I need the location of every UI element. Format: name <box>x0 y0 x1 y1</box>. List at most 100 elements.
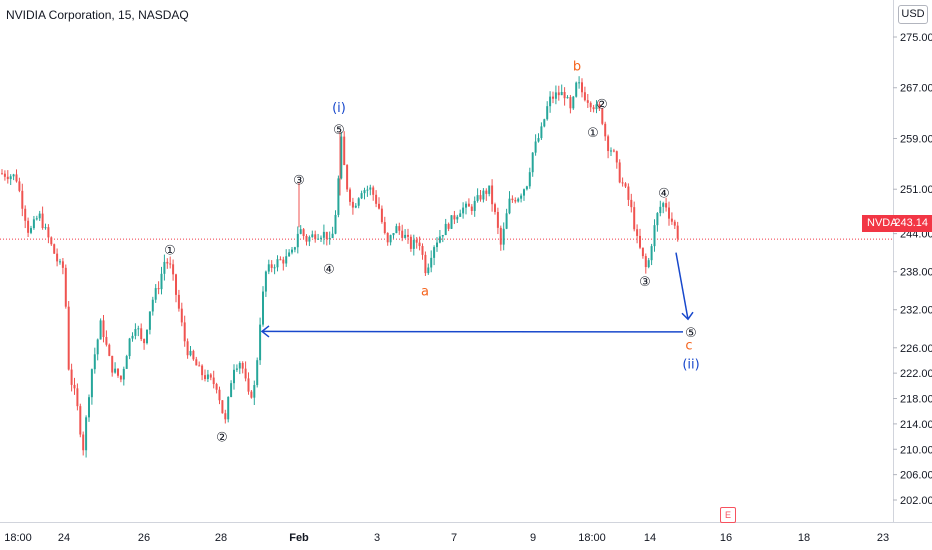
candle-body <box>665 203 668 208</box>
candle-body <box>27 220 30 233</box>
projection-arrow-line <box>675 252 689 320</box>
x-tick-label: 18:00 <box>4 532 32 544</box>
candle-body <box>467 203 470 207</box>
wave-label: b <box>573 60 581 75</box>
candle-body <box>154 288 157 300</box>
candle-body <box>241 362 244 369</box>
candle-body <box>540 126 543 139</box>
candle-body <box>668 207 670 219</box>
candle-body <box>172 264 175 275</box>
candle-body <box>673 221 676 226</box>
candle-body <box>349 189 351 202</box>
candle-body <box>331 233 334 238</box>
y-tick-label: 214.00 <box>900 419 932 431</box>
candle-body <box>470 206 473 211</box>
wave-label: ⑤ <box>685 326 697 341</box>
candle-body <box>230 383 233 397</box>
candle-body <box>514 200 517 202</box>
candle-body <box>488 185 491 194</box>
y-tick-label: 222.00 <box>900 368 932 380</box>
candle-body <box>140 328 143 340</box>
candle-body <box>441 235 444 237</box>
candle-body <box>378 203 380 209</box>
candle-body <box>99 320 102 340</box>
candle-body <box>209 374 212 378</box>
candle-body <box>662 203 665 207</box>
candle-body <box>627 186 630 200</box>
earnings-marker[interactable]: E <box>720 507 736 523</box>
candle-body <box>563 91 566 99</box>
candle-body <box>137 328 140 330</box>
candle-body <box>404 234 407 238</box>
candle-body <box>421 246 424 255</box>
candle-body <box>505 213 508 229</box>
candle-body <box>148 311 151 330</box>
candle-body <box>517 198 520 202</box>
candle-body <box>581 82 583 93</box>
candle-body <box>32 219 35 229</box>
candle-body <box>218 389 221 401</box>
candle-body <box>325 231 328 240</box>
candle-body <box>221 400 224 414</box>
candle-body <box>276 259 279 268</box>
candle-body <box>476 195 479 201</box>
candle-body <box>525 186 528 190</box>
candle-body <box>604 123 607 137</box>
candle-body <box>183 322 186 342</box>
candle-body <box>636 229 639 236</box>
candle-body <box>96 339 99 355</box>
chart-title: NVIDIA Corporation, 15, NASDAQ <box>6 8 189 22</box>
candle-body <box>79 406 82 435</box>
candle-body <box>264 271 267 292</box>
candle-body <box>340 136 343 179</box>
candle-body <box>238 362 241 369</box>
candle-body <box>615 151 618 163</box>
wave-label: ④ <box>658 186 670 201</box>
candle-body <box>389 235 392 243</box>
candle-body <box>502 228 505 245</box>
candle-body <box>595 104 598 110</box>
candle-body <box>586 100 589 103</box>
candle-body <box>24 208 27 221</box>
candle-body <box>601 108 604 124</box>
candle-body <box>224 413 227 420</box>
candle-body <box>85 417 88 451</box>
candle-body <box>407 234 409 237</box>
candle-body <box>9 176 12 180</box>
candle-body <box>82 434 85 451</box>
candle-body <box>119 375 122 380</box>
candle-body <box>395 226 398 234</box>
candle-body <box>73 384 76 389</box>
candle-body <box>102 320 105 338</box>
candle-body <box>346 165 349 190</box>
candle-body <box>624 183 627 187</box>
candle-body <box>531 152 534 173</box>
candle-body <box>424 254 427 274</box>
currency-selector[interactable]: USD <box>898 5 928 24</box>
x-tick-label: 9 <box>530 532 536 544</box>
candle-body <box>247 378 250 392</box>
candle-body <box>372 187 375 195</box>
last-price-value: 243.14 <box>894 217 928 229</box>
candle-body <box>386 232 389 243</box>
candle-body <box>589 102 592 108</box>
candle-body <box>175 274 177 295</box>
candle-body <box>482 190 485 200</box>
candle-body <box>398 226 401 231</box>
x-tick-label: 3 <box>374 532 380 544</box>
wave-label: ③ <box>293 174 305 189</box>
candle-body <box>549 96 552 107</box>
x-tick-label: 7 <box>451 532 457 544</box>
candle-body <box>64 267 67 307</box>
candle-body <box>227 396 230 420</box>
y-tick-label: 275.00 <box>900 32 932 44</box>
candle-body <box>108 344 111 356</box>
candle-body <box>485 190 488 194</box>
candle-body <box>511 198 514 201</box>
candle-body <box>186 341 189 356</box>
candle-body <box>575 82 578 97</box>
candle-body <box>633 207 636 230</box>
candle-body <box>375 194 378 204</box>
